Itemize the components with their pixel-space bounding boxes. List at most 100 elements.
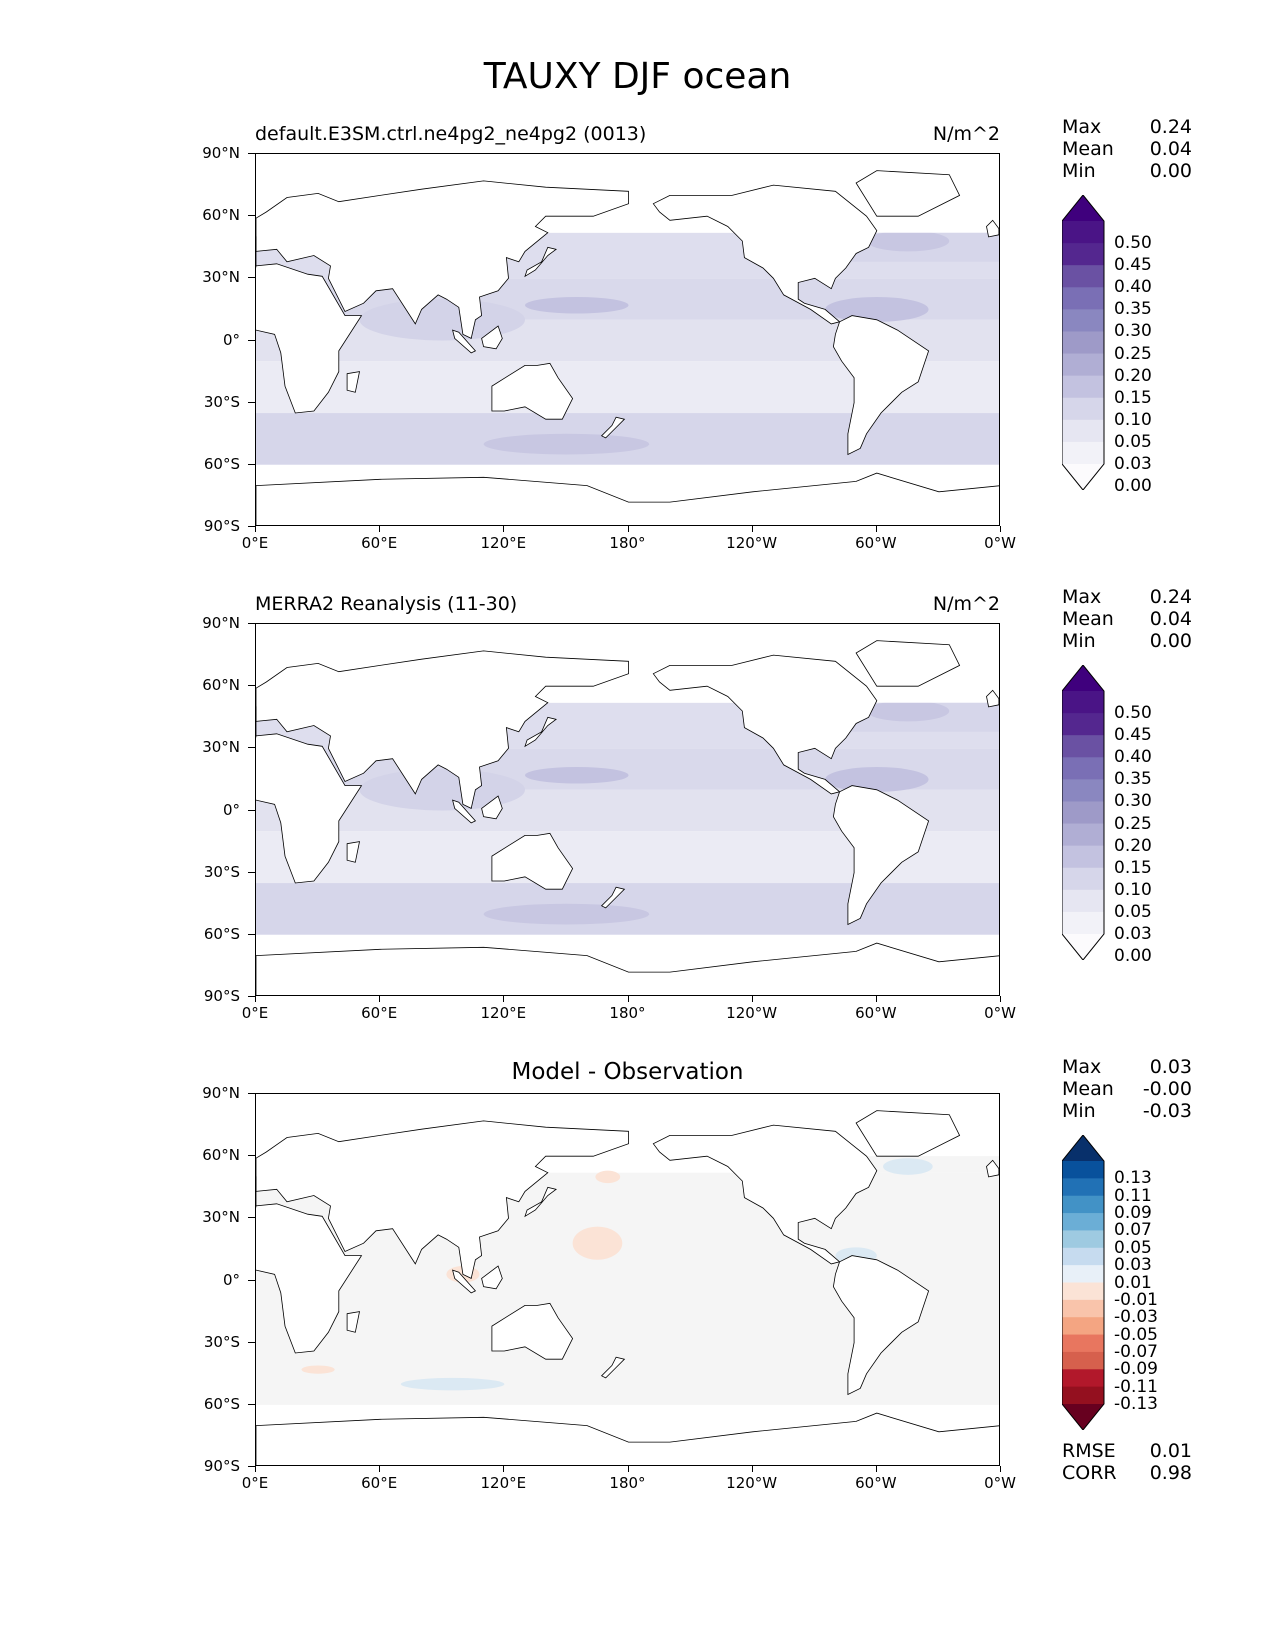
lat-tick-mark	[248, 933, 255, 935]
lon-tick-label: 0°E	[241, 1474, 269, 1492]
lon-tick-mark	[627, 526, 629, 532]
colorbar-tick-label: 0.00	[1114, 946, 1152, 967]
lon-tick-label: 0°W	[984, 1474, 1016, 1492]
lat-tick-mark	[248, 215, 255, 217]
colorbar-tick-label: 0.11	[1114, 1185, 1152, 1206]
colorbar-tick-label: 0.30	[1114, 321, 1152, 342]
map-canvas	[256, 1110, 999, 1465]
lon-tick-mark	[875, 1466, 877, 1472]
colorbar-swatch	[1062, 1161, 1104, 1179]
panel-model-units: N/m^2	[932, 123, 1000, 145]
colorbar-tick-label: 0.10	[1114, 879, 1152, 900]
lat-tick-mark	[248, 1093, 255, 1094]
colorbar-extend-min	[1062, 934, 1104, 960]
lat-tick-label: 0°	[222, 800, 240, 819]
colorbar-tick-label: 0.15	[1114, 387, 1152, 408]
lat-tick-label: 60°S	[203, 1394, 240, 1413]
colorbar-swatch	[1062, 1230, 1104, 1249]
lat-tick-label: 60°S	[203, 924, 240, 943]
colorbar-swatch	[1062, 1213, 1104, 1231]
colorbar-tick-label: 0.25	[1114, 343, 1152, 364]
colorbar-swatch	[1062, 1282, 1104, 1301]
lon-tick-label: 0°E	[241, 534, 269, 552]
stat-min: Min 0.00	[1062, 160, 1192, 182]
coastline-madagascar	[346, 371, 361, 393]
coastline-nz	[600, 886, 626, 909]
map-diff	[255, 1093, 1000, 1466]
lon-tick-mark	[503, 1466, 505, 1472]
panel-obs-units: N/m^2	[932, 593, 1000, 615]
coastline-samerica	[832, 785, 930, 926]
colorbar-swatch	[1062, 889, 1104, 913]
colorbar-tick-label: 0.35	[1114, 769, 1152, 790]
coastline-madagascar	[346, 1311, 361, 1333]
metric-corr: CORR 0.98	[1062, 1462, 1192, 1484]
lon-tick-label: 0°W	[984, 1004, 1016, 1022]
lon-tick-label: 180°	[609, 1004, 646, 1022]
lon-tick-label: 180°	[609, 1474, 646, 1492]
panel-diff-title: Model - Observation	[511, 1059, 744, 1085]
colorbar-tick-label: 0.09	[1114, 1203, 1152, 1224]
lat-tick-mark	[248, 809, 255, 811]
colorbar-tick-label: 0.40	[1114, 747, 1152, 768]
colorbar-tick-label: 0.07	[1114, 1220, 1152, 1241]
colorbar-swatch	[1062, 397, 1104, 421]
coastline-greenland	[855, 170, 961, 217]
lat-tick-mark	[248, 153, 255, 154]
coastline-africa	[256, 733, 363, 884]
lon-tick-mark	[379, 996, 381, 1002]
coastline-japan	[524, 246, 558, 278]
lat-tick-label: 60°S	[203, 454, 240, 473]
colorbar-outline	[1061, 1134, 1105, 1431]
lon-tick-label: 120°W	[726, 534, 778, 552]
colorbar-swatch	[1062, 713, 1104, 736]
metric-rmse: RMSE 0.01	[1062, 1440, 1192, 1462]
colorbar-tick-label: -0.13	[1114, 1394, 1158, 1414]
colorbar-swatch	[1062, 1178, 1104, 1197]
colorbar-swatch	[1062, 911, 1104, 935]
lat-tick-mark	[248, 871, 255, 873]
stat-min: Min 0.00	[1062, 630, 1192, 652]
coastline-borneo	[481, 1265, 503, 1290]
colorbar-obs: 0.50 0.45 0.40 0.35 0.30 0.25 0.20 0.15 0.10 0.05…	[1061, 664, 1202, 966]
coastline-sumatra	[452, 329, 477, 354]
figure-title: TAUXY DJF ocean	[483, 56, 792, 97]
colorbar-tick-label: -0.07	[1114, 1341, 1158, 1362]
lon-tick-label: 120°E	[480, 1004, 527, 1022]
lat-tick-label: 30°N	[202, 1208, 240, 1227]
colorbar-tick-label: -0.03	[1114, 1307, 1158, 1328]
lon-tick-mark	[503, 526, 505, 532]
colorbar-swatch	[1062, 353, 1104, 377]
colorbar-extend-max	[1062, 1135, 1104, 1161]
lon-tick-mark	[627, 1466, 629, 1472]
coastline-australia	[491, 832, 574, 890]
stats-obs: Max 0.24 Mean 0.04 Min 0.00	[1062, 586, 1192, 652]
colorbar-swatch	[1062, 1299, 1104, 1318]
lat-tick-mark	[248, 1217, 255, 1219]
lat-tick-mark	[248, 623, 255, 624]
coastline-australia	[491, 362, 574, 420]
colorbar-extend-min	[1062, 464, 1104, 490]
colorbar-tick-label: 0.05	[1114, 901, 1152, 922]
stats-model: Max 0.24 Mean 0.04 Min 0.00	[1062, 116, 1192, 182]
coastline-australia	[491, 1302, 574, 1360]
lat-tick-mark	[248, 1341, 255, 1343]
panel-model-title: default.E3SM.ctrl.ne4pg2_ne4pg2 (0013)	[255, 123, 647, 145]
lon-tick-label: 180°	[609, 534, 646, 552]
coastline-samerica	[832, 1255, 930, 1396]
colorbar-tick-label: -0.05	[1114, 1324, 1158, 1345]
coastline-eurasia	[256, 650, 629, 809]
stat-mean: Mean 0.04	[1062, 138, 1192, 160]
lat-tick-label: 60°N	[202, 676, 240, 695]
colorbar-swatch	[1062, 757, 1104, 780]
lon-tick-label: 120°W	[726, 1474, 778, 1492]
colorbar-swatch	[1062, 441, 1104, 465]
coastline-antarctica	[256, 472, 999, 525]
lat-tick-mark	[248, 526, 255, 527]
lon-tick-label: 60°E	[361, 534, 398, 552]
colorbar-swatch	[1062, 309, 1104, 332]
coastline-samerica	[832, 315, 930, 456]
coastline-africa	[256, 1203, 363, 1354]
colorbar-canvas	[1061, 1134, 1105, 1431]
colorbar-swatch	[1062, 375, 1104, 399]
